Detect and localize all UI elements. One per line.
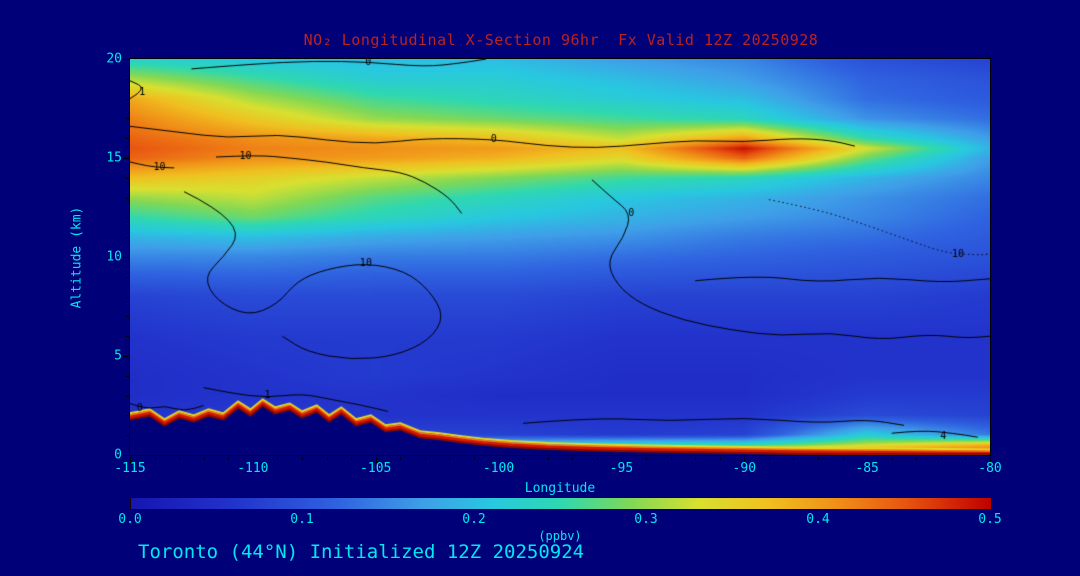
colorbar-tick-label: 0.0 xyxy=(118,512,142,527)
y-minor-tick-mark xyxy=(126,336,129,338)
colorbar-tick-label: 0.3 xyxy=(634,512,658,527)
x-minor-tick-mark xyxy=(326,457,328,460)
x-tick-label: -95 xyxy=(609,461,634,476)
x-tick-mark xyxy=(867,457,869,463)
y-minor-tick-mark xyxy=(126,217,129,219)
x-tick-label: -110 xyxy=(237,461,269,476)
y-minor-tick-mark xyxy=(126,118,129,120)
x-minor-tick-mark xyxy=(646,457,647,460)
x-minor-tick-mark xyxy=(228,457,230,460)
x-minor-tick-mark xyxy=(965,457,967,460)
x-tick-label: -80 xyxy=(978,461,1002,476)
y-minor-tick-mark xyxy=(126,316,129,318)
x-tick-label: -90 xyxy=(732,461,757,476)
y-minor-tick-mark xyxy=(126,138,129,140)
colorbar-units-label: (ppbv) xyxy=(538,529,582,543)
x-tick-mark xyxy=(498,457,500,463)
x-minor-tick-mark xyxy=(547,457,549,460)
y-minor-tick-mark xyxy=(126,435,129,437)
y-minor-tick-mark xyxy=(126,98,129,100)
y-minor-tick-mark xyxy=(126,415,129,417)
y-minor-tick-mark xyxy=(126,197,129,199)
y-minor-tick-mark xyxy=(126,237,129,239)
x-minor-tick-mark xyxy=(302,457,303,460)
x-axis-title: Longitude xyxy=(524,481,596,496)
x-minor-tick-mark xyxy=(474,457,475,460)
x-tick-label: -100 xyxy=(482,461,515,476)
x-minor-tick-mark xyxy=(818,457,819,460)
x-minor-tick-mark xyxy=(277,457,279,460)
x-tick-mark xyxy=(252,457,254,463)
x-minor-tick-mark xyxy=(351,457,353,460)
x-minor-tick-mark xyxy=(842,457,844,460)
y-tick-label: 15 xyxy=(106,150,122,166)
x-minor-tick-mark xyxy=(719,457,721,460)
x-minor-tick-mark xyxy=(154,457,156,460)
x-minor-tick-mark xyxy=(523,457,525,460)
colorbar-tick-label: 0.1 xyxy=(290,512,314,527)
chart-title: NO₂ Longitudinal X-Section 96hr Fx Valid… xyxy=(303,31,819,49)
x-tick-mark xyxy=(621,457,623,463)
y-minor-tick-mark xyxy=(126,177,129,179)
y-tick-mark xyxy=(123,158,129,159)
y-tick-mark xyxy=(123,356,129,357)
y-minor-tick-mark xyxy=(126,296,129,298)
x-minor-tick-mark xyxy=(891,457,893,460)
x-minor-tick-mark xyxy=(670,457,672,460)
y-axis-title: Altitude (km) xyxy=(62,59,92,455)
y-minor-tick-mark xyxy=(126,375,129,377)
x-tick-mark xyxy=(990,457,991,463)
y-tick-mark xyxy=(123,257,129,258)
colorbar-tick-label: 0.4 xyxy=(806,512,830,527)
colorbar xyxy=(130,497,992,510)
colorbar-tick-label: 0.2 xyxy=(462,512,486,527)
y-tick-label: 10 xyxy=(106,249,122,265)
x-tick-mark xyxy=(744,457,746,463)
x-minor-tick-mark xyxy=(572,457,574,460)
x-minor-tick-mark xyxy=(940,457,942,460)
x-minor-tick-mark xyxy=(179,457,181,460)
colorbar-tick-label: 0.5 xyxy=(978,512,1002,527)
x-minor-tick-mark xyxy=(449,457,451,460)
x-tick-label: -105 xyxy=(360,461,392,476)
footer-init-label: Toronto (44°N) Initialized 12Z 20250924 xyxy=(138,541,585,563)
x-minor-tick-mark xyxy=(424,457,426,460)
y-tick-mark xyxy=(123,59,129,60)
y-tick-label: 20 xyxy=(106,51,122,67)
x-tick-label: -115 xyxy=(114,461,146,476)
x-minor-tick-mark xyxy=(916,457,918,460)
x-tick-label: -85 xyxy=(855,461,879,476)
x-minor-tick-mark xyxy=(203,457,205,460)
y-tick-label: 5 xyxy=(114,348,122,364)
x-tick-mark xyxy=(130,457,131,463)
y-tick-label: 0 xyxy=(114,447,122,463)
x-minor-tick-mark xyxy=(768,457,770,460)
x-tick-mark xyxy=(375,457,377,463)
y-minor-tick-mark xyxy=(126,78,129,80)
y-minor-tick-mark xyxy=(126,395,129,397)
x-minor-tick-mark xyxy=(695,457,697,460)
y-tick-mark xyxy=(123,455,129,456)
y-minor-tick-mark xyxy=(126,276,129,278)
x-minor-tick-mark xyxy=(596,457,598,460)
x-minor-tick-mark xyxy=(400,457,402,460)
contour-plot-canvas xyxy=(129,58,991,456)
y-axis-title-text: Altitude (km) xyxy=(69,206,85,308)
x-minor-tick-mark xyxy=(793,457,795,460)
